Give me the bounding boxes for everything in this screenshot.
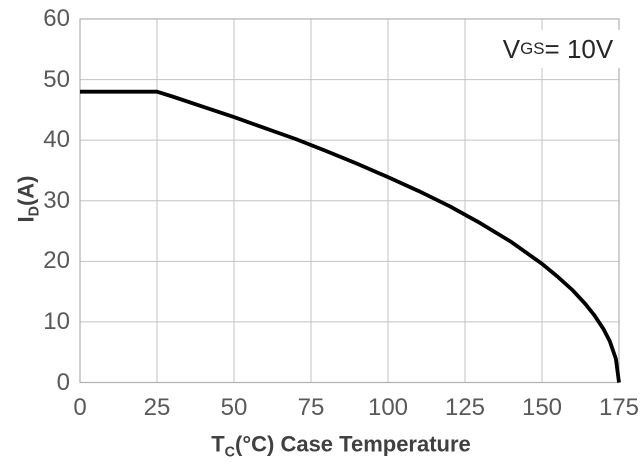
y-tick-label: 60 [43,5,70,32]
x-axis-title-text: (°C) Case Temperature [234,431,471,457]
y-tick-label: 40 [43,126,70,154]
data-curve [80,89,621,383]
x-tick-label: 25 [143,394,171,421]
y-tick-label: 0 [56,368,70,396]
y-axis-title: ID(A) [13,176,42,223]
y-axis-title-symbol: I [13,216,39,223]
x-axis-title-subscript: C [224,444,235,461]
x-tick-label: 75 [297,394,325,421]
x-tick-label: 100 [367,394,409,421]
x-axis-title-symbol: T [211,431,225,457]
y-tick-label: 30 [43,186,70,214]
vgs-annotation-symbol: V [502,33,521,64]
x-tick-label: 0 [73,394,87,421]
y-axis-title-subscript: D [26,206,43,217]
plot-border [79,18,620,384]
vgs-annotation-subscript: GS [520,39,545,58]
x-tick-label: 150 [521,394,563,421]
vgs-annotation: V GS = 10V [487,30,629,68]
x-tick-label: 175 [598,394,640,421]
y-tick-label: 20 [43,247,70,275]
x-axis-title: TC(°C) Case Temperature [211,431,471,460]
x-tick-label: 50 [220,394,248,421]
y-tick-label: 50 [43,65,70,93]
vgs-annotation-value: = 10V [544,33,614,64]
y-axis-title-unit: (A) [13,175,39,207]
y-tick-label: 10 [43,307,70,335]
x-tick-label: 125 [444,394,486,421]
